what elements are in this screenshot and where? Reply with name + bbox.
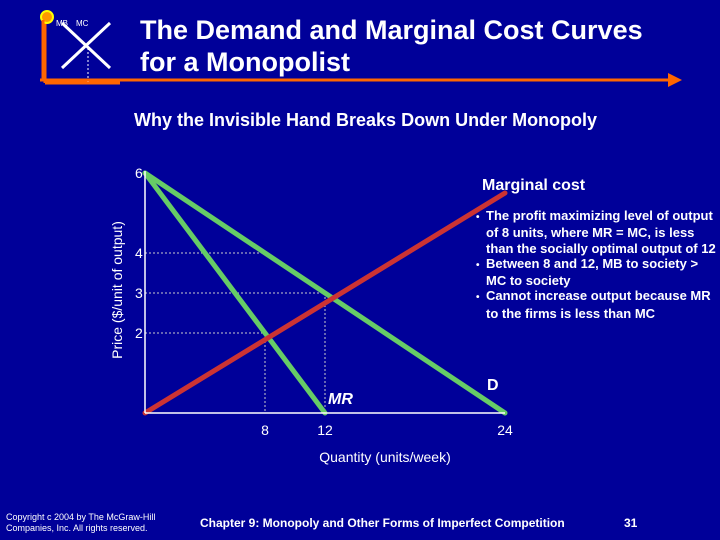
marginal-cost-label: Marginal cost [482,177,586,194]
demand-line [142,170,508,416]
marginal-cost-line [142,190,508,416]
logo-label-mc: MC [76,19,89,28]
footer-page-number: 31 [624,516,638,530]
bullet-list: • The profit maximizing level of output o… [476,208,716,321]
bullet-mark: • [476,259,480,271]
mb-mc-logo: MB MC [40,10,120,85]
bullet-item: • The profit maximizing level of output o… [476,208,716,256]
marginal-revenue-line [142,170,328,416]
slide-title: The Demand and Marginal Cost Curves for … [140,14,710,78]
x-tick-label: 12 [317,422,333,438]
slide-subtitle: Why the Invisible Hand Breaks Down Under… [134,110,598,130]
y-tick-label: 6 [135,165,143,181]
y-tick-label: 3 [135,285,143,301]
bullet-item: • Cannot increase output because MR to th… [476,288,716,321]
y-tick-label: 2 [135,325,143,341]
marginal-revenue-label: MR [328,391,353,408]
logo-line-mc [60,21,112,70]
logo-label-mb: MB [56,19,68,28]
bullet-text: Cannot increase output because MR to the… [486,288,711,321]
x-axis-title: Quantity (units/week) [319,449,451,465]
x-tick-label: 8 [261,422,269,438]
slide-title-line1: The Demand and Marginal Cost Curves [140,15,643,45]
y-tick-label: 4 [135,245,143,261]
bullet-item: • Between 8 and 12, MB to society > MC to… [476,256,716,289]
header-separator-arrowhead [668,73,682,87]
bullet-text: Between 8 and 12, MB to society > MC to … [486,255,699,289]
bullet-text: The profit maximizing level of output of… [486,208,716,256]
demand-label: D [487,377,499,394]
bullet-mark: • [476,292,480,304]
y-axis-title: Price ($/unit of output) [109,221,125,359]
footer-copyright: Copyright c 2004 by The McGraw-Hill Comp… [6,512,156,533]
slide-title-line2: for a Monopolist [140,47,350,77]
x-tick-label: 24 [497,422,513,438]
footer-chapter: Chapter 9: Monopoly and Other Forms of I… [200,516,565,530]
bullet-mark: • [476,212,480,223]
